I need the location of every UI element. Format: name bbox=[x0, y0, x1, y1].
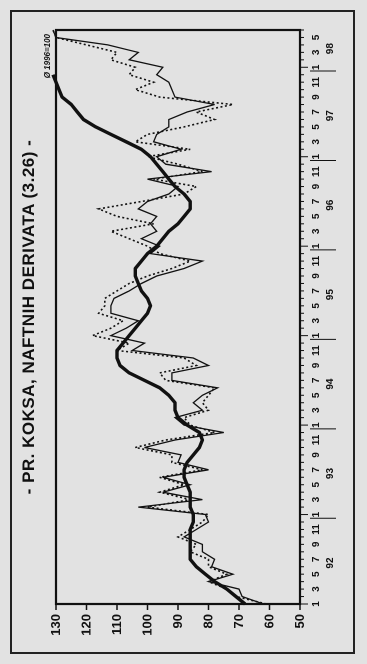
x-month-label: 3 bbox=[311, 318, 322, 324]
x-month-label: 9 bbox=[311, 452, 322, 458]
x-month-label: 9 bbox=[311, 273, 322, 279]
x-year-label: 92 bbox=[325, 557, 336, 569]
x-month-label: 1 bbox=[311, 332, 322, 338]
chart-title: - PR. KOKSA, NAFTNIH DERIVATA (3.26) - bbox=[19, 140, 38, 495]
x-month-label: 5 bbox=[311, 303, 322, 309]
y-tick-label: 60 bbox=[262, 614, 277, 628]
x-month-label: 3 bbox=[311, 49, 322, 55]
x-month-label: 5 bbox=[311, 392, 322, 398]
x-month-label: 3 bbox=[311, 228, 322, 234]
x-month-label: 7 bbox=[311, 109, 322, 115]
x-month-label: 7 bbox=[311, 288, 322, 294]
x-month-label: 7 bbox=[311, 377, 322, 383]
x-month-label: 3 bbox=[311, 586, 322, 592]
x-month-label: 5 bbox=[311, 124, 322, 130]
series-line-dotted bbox=[52, 29, 267, 605]
x-month-label: 11 bbox=[311, 345, 322, 356]
x-month-label: 3 bbox=[311, 139, 322, 145]
y-tick-label: 90 bbox=[170, 614, 185, 628]
x-month-label: 9 bbox=[311, 362, 322, 368]
series-line-trend bbox=[51, 74, 247, 606]
x-month-label: 11 bbox=[311, 255, 322, 266]
x-month-label: 11 bbox=[311, 524, 322, 535]
x-month-label: 7 bbox=[311, 556, 322, 562]
x-month-label: 1 bbox=[311, 422, 322, 428]
x-month-label: 11 bbox=[311, 166, 322, 177]
x-year-label: 93 bbox=[325, 468, 336, 480]
x-month-label: 7 bbox=[311, 467, 322, 473]
x-year-label: 96 bbox=[325, 199, 336, 211]
x-month-label: 11 bbox=[311, 76, 322, 87]
x-month-label: 11 bbox=[311, 434, 322, 445]
y-tick-label: 110 bbox=[109, 614, 124, 635]
x-month-label: 9 bbox=[311, 94, 322, 100]
x-month-label: 5 bbox=[311, 571, 322, 577]
x-month-label: 5 bbox=[311, 482, 322, 488]
x-month-label: 1 bbox=[311, 511, 322, 517]
page-border bbox=[10, 10, 355, 654]
x-year-label: 97 bbox=[325, 110, 336, 122]
base-note: Ø 1996=100 bbox=[43, 33, 52, 78]
x-month-label: 9 bbox=[311, 183, 322, 189]
y-tick-label: 70 bbox=[231, 614, 246, 628]
x-month-label: 3 bbox=[311, 496, 322, 502]
y-tick-label: 80 bbox=[201, 614, 216, 628]
x-month-label: 1 bbox=[311, 243, 322, 249]
x-month-label: 1 bbox=[311, 64, 322, 70]
x-month-label: 1 bbox=[311, 601, 322, 607]
series-line-solid-thin bbox=[52, 29, 264, 605]
x-ticks-group: 1357911921357911931357911941357911951357… bbox=[300, 29, 336, 607]
y-tick-label: 130 bbox=[48, 614, 63, 636]
x-year-label: 98 bbox=[325, 43, 336, 55]
y-tick-label: 50 bbox=[292, 614, 307, 628]
y-ticks-group: 50 60 70 80 90 100 110 120 130 bbox=[48, 604, 307, 636]
series-group bbox=[51, 29, 267, 606]
x-month-label: 7 bbox=[311, 198, 322, 204]
x-year-label: 94 bbox=[325, 378, 336, 390]
y-tick-label: 100 bbox=[140, 614, 155, 636]
x-month-label: 3 bbox=[311, 407, 322, 413]
x-month-label: 1 bbox=[311, 154, 322, 160]
x-month-label: 9 bbox=[311, 541, 322, 547]
y-tick-label: 120 bbox=[79, 614, 94, 636]
x-month-label: 5 bbox=[311, 34, 322, 40]
x-month-label: 5 bbox=[311, 213, 322, 219]
x-year-label: 95 bbox=[325, 289, 336, 301]
